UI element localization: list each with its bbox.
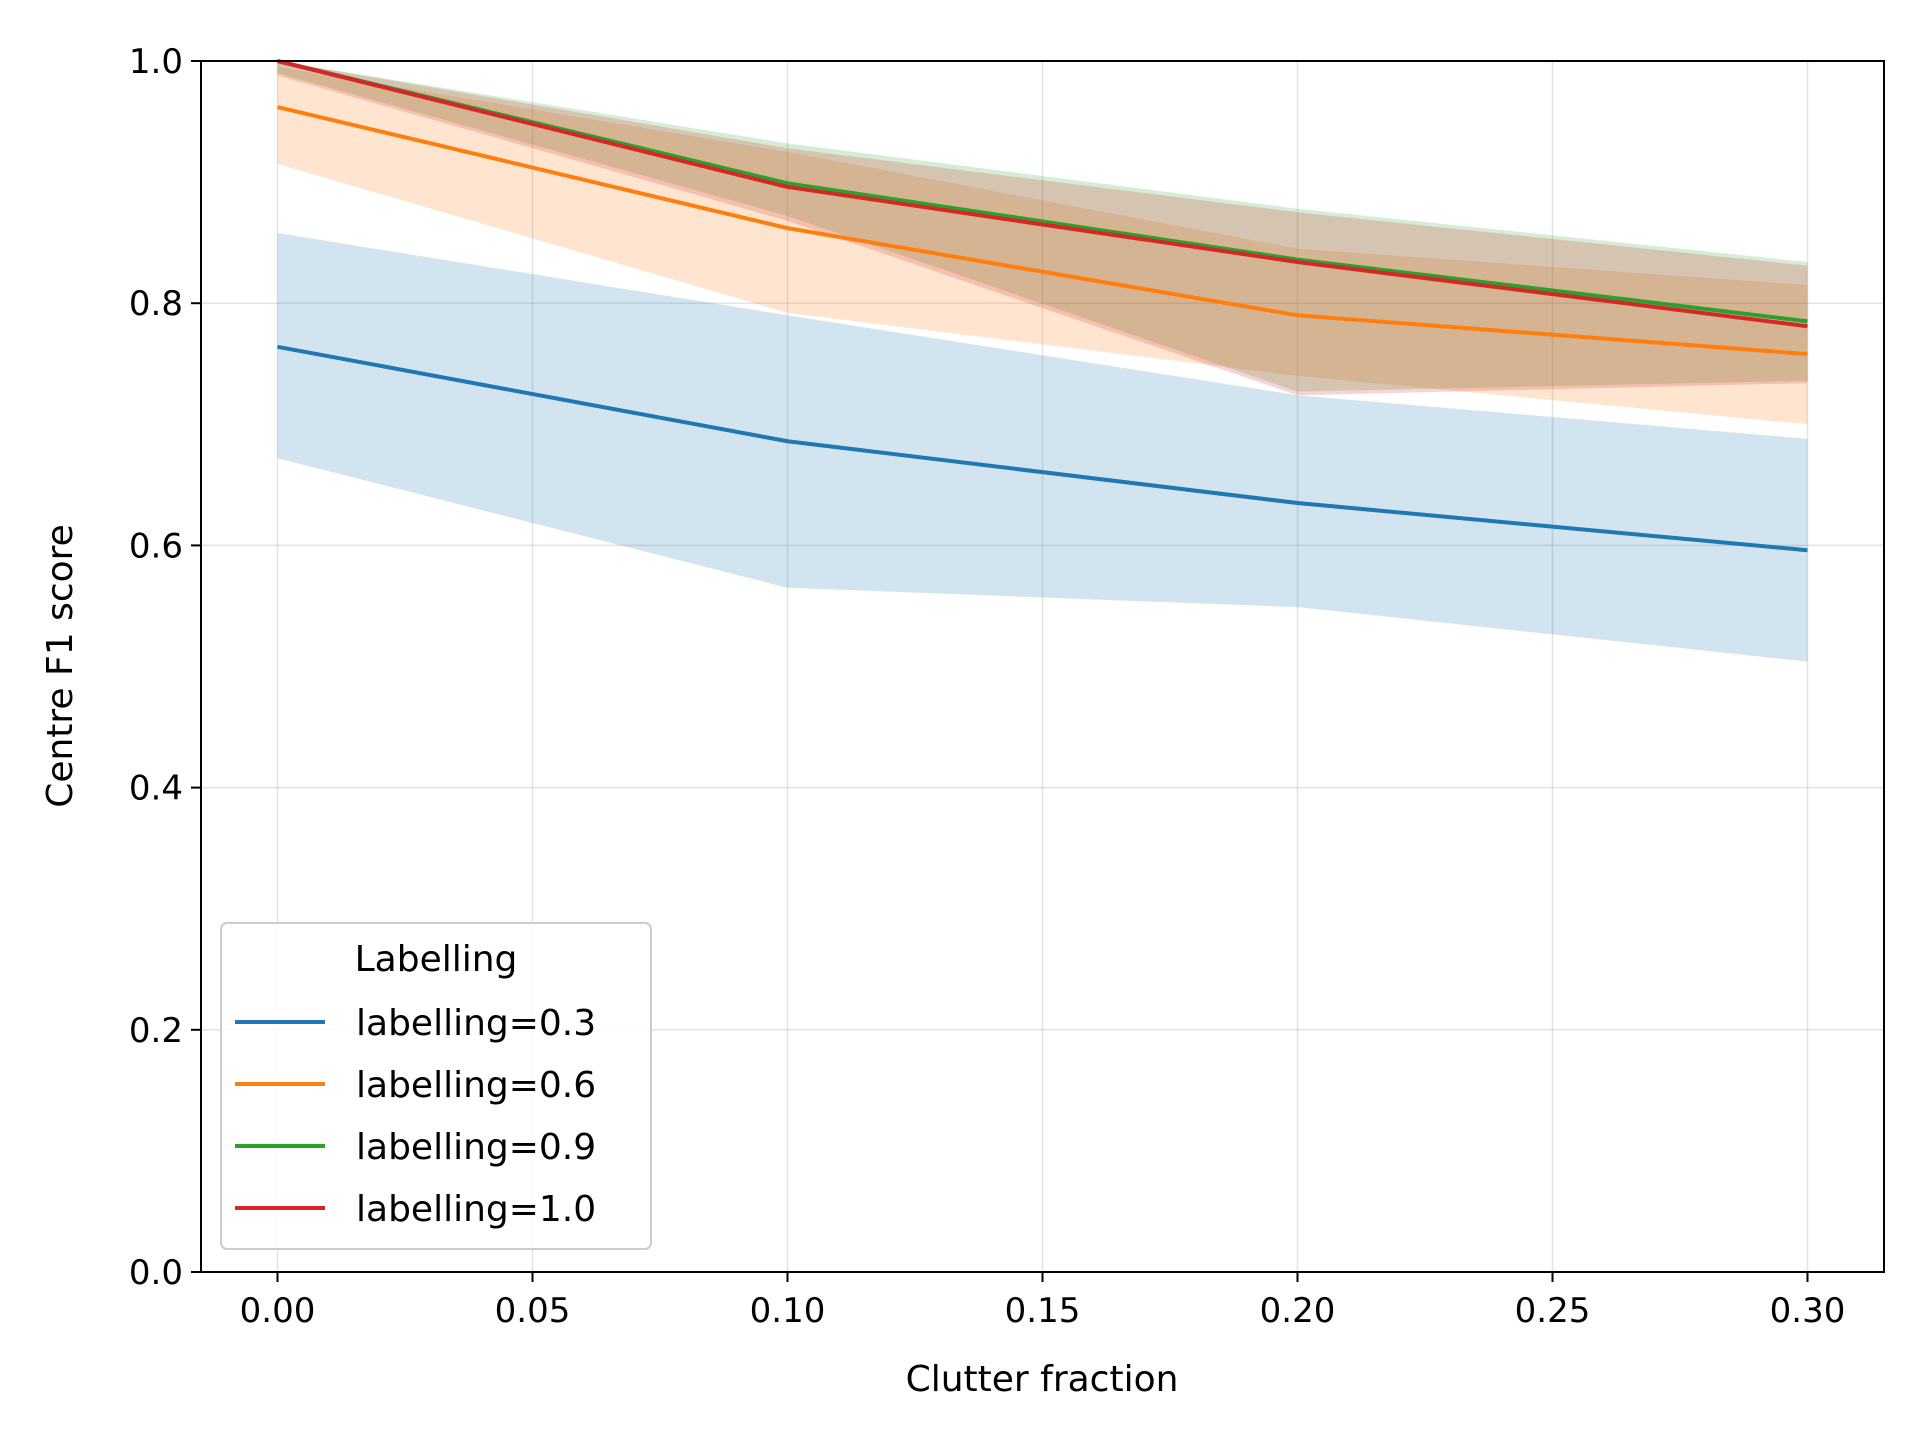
series-lines: [277, 59, 1808, 553]
x-tick-label: 0.30: [1770, 1291, 1846, 1331]
line-series-1: [277, 344, 1808, 553]
x-tick-label: 0.20: [1260, 1291, 1336, 1331]
x-tick-label: 0.00: [240, 1291, 316, 1331]
legend-label-4: labelling=1.0: [356, 1189, 596, 1230]
x-axis-label: Clutter fraction: [906, 1359, 1179, 1400]
x-tick-label: 0.10: [750, 1291, 826, 1331]
x-tick-label: 0.05: [495, 1291, 571, 1331]
legend-title: Labelling: [355, 939, 518, 980]
y-tick-label: 0.0: [129, 1253, 183, 1293]
y-tick-label: 0.6: [129, 526, 183, 566]
band-series-4: [277, 61, 1808, 396]
band-series-1: [277, 232, 1808, 662]
line-series-2: [277, 105, 1808, 357]
legend-label-2: labelling=0.6: [356, 1065, 596, 1106]
y-axis-label: Centre F1 score: [40, 524, 81, 808]
y-tick-label: 0.4: [129, 769, 183, 809]
y-tick-label: 0.2: [129, 1011, 183, 1051]
legend-label-1: labelling=0.3: [356, 1003, 596, 1044]
line-series-4: [277, 59, 1808, 329]
y-tick-label: 0.8: [129, 284, 183, 324]
legend-label-3: labelling=0.9: [356, 1127, 596, 1168]
x-tick-label: 0.25: [1515, 1291, 1591, 1331]
x-tick-label: 0.15: [1005, 1291, 1081, 1331]
y-axis-ticks: 0.0 0.2 0.4 0.6 0.8 1.0: [129, 42, 201, 1293]
x-axis-ticks: 0.00 0.05 0.10 0.15 0.20 0.25 0.30: [240, 1272, 1846, 1331]
legend: Labelling labelling=0.3labelling=0.6labe…: [220, 922, 652, 1250]
y-tick-label: 1.0: [129, 42, 183, 82]
legend-box: [220, 922, 652, 1250]
legend-items: labelling=0.3 labelling=0.6 labelling=0.9 l…: [235, 1003, 596, 1230]
